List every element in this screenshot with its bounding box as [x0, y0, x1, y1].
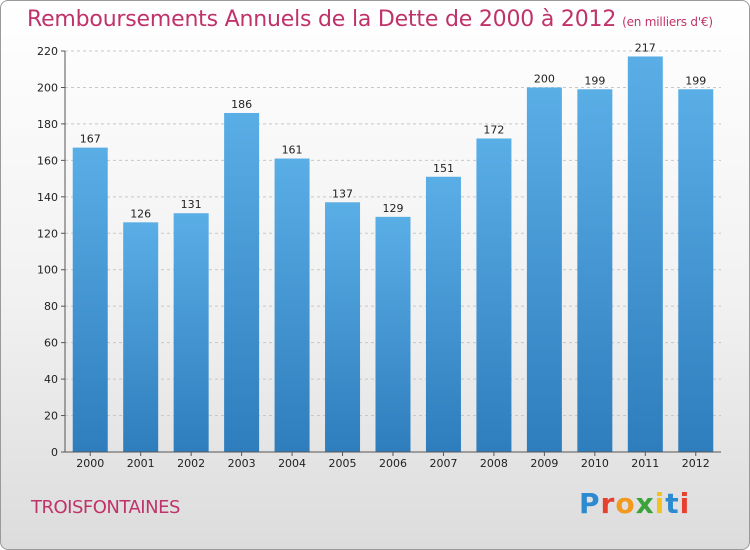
x-tick-label: 2009	[530, 457, 558, 470]
bar-value-label: 217	[635, 41, 656, 54]
bar-value-label: 200	[534, 72, 555, 85]
y-tick-label: 60	[44, 337, 58, 350]
bar	[325, 202, 361, 452]
bar	[577, 89, 613, 452]
bar	[224, 112, 260, 453]
x-tick-label: 2007	[429, 457, 457, 470]
x-tick-label: 2000	[76, 457, 104, 470]
axis-layer: 0 20 40 60 80 100 120 140 160 180 200 220 2000 2001 20…	[37, 45, 721, 470]
y-tick-label: 100	[37, 264, 58, 277]
chart-subtitle: (en milliers d'€)	[622, 15, 713, 29]
x-tick-label: 2011	[631, 457, 659, 470]
bar-value-label: 129	[383, 202, 404, 215]
bar-value-label: 137	[332, 187, 353, 200]
bars-layer: 167 126 131 186 161 137 129 151 172 200 199 217 199	[72, 41, 714, 453]
y-tick-label: 20	[44, 410, 58, 423]
x-tick-label: 2004	[278, 457, 306, 470]
x-tick-label: 2002	[177, 457, 205, 470]
bar	[627, 56, 663, 453]
bar	[476, 138, 512, 452]
bar-value-label: 126	[130, 207, 151, 220]
chart-title: Remboursements Annuels de la Dette de 20…	[27, 7, 713, 32]
x-tick-label: 2006	[379, 457, 407, 470]
y-tick-label: 200	[37, 81, 58, 94]
bar-value-label: 151	[433, 162, 454, 175]
bar	[375, 216, 411, 452]
bar-value-label: 172	[483, 123, 504, 136]
y-tick-label: 120	[37, 227, 58, 240]
bar-value-label: 199	[584, 74, 605, 87]
x-tick-label: 2005	[329, 457, 357, 470]
logo-letter: i	[654, 487, 666, 520]
y-tick-label: 80	[44, 300, 58, 313]
bar-value-label: 167	[80, 133, 101, 146]
bar-value-label: 131	[181, 198, 202, 211]
commune-name: TROISFONTAINES	[31, 497, 180, 518]
logo-letter: P	[579, 487, 601, 520]
y-tick-label: 40	[44, 373, 58, 386]
y-tick-label: 160	[37, 154, 58, 167]
bar-value-label: 161	[282, 144, 303, 157]
y-tick-label: 180	[37, 118, 58, 131]
x-tick-label: 2001	[127, 457, 155, 470]
logo-letter: x	[635, 487, 655, 520]
x-tick-label: 2012	[682, 457, 710, 470]
bar	[72, 147, 108, 452]
x-tick-label: 2008	[480, 457, 508, 470]
logo-letter: o	[615, 487, 636, 520]
bar	[173, 213, 209, 452]
x-tick-label: 2003	[228, 457, 256, 470]
logo-letter: r	[600, 487, 616, 520]
proxiti-logo: Proxiti	[579, 487, 690, 520]
bar	[678, 89, 714, 452]
y-tick-label: 0	[51, 446, 58, 459]
bar	[123, 222, 159, 452]
logo-letter: t	[665, 487, 680, 520]
chart-title-text: Remboursements Annuels de la Dette de 20…	[27, 7, 617, 32]
logo-letter: i	[679, 487, 691, 520]
x-tick-label: 2010	[581, 457, 609, 470]
bar	[526, 87, 562, 453]
bar	[425, 176, 461, 452]
bar	[274, 158, 310, 453]
bar-value-label: 199	[685, 74, 706, 87]
bar-value-label: 186	[231, 98, 252, 111]
y-tick-label: 140	[37, 191, 58, 204]
y-tick-label: 220	[37, 45, 58, 58]
